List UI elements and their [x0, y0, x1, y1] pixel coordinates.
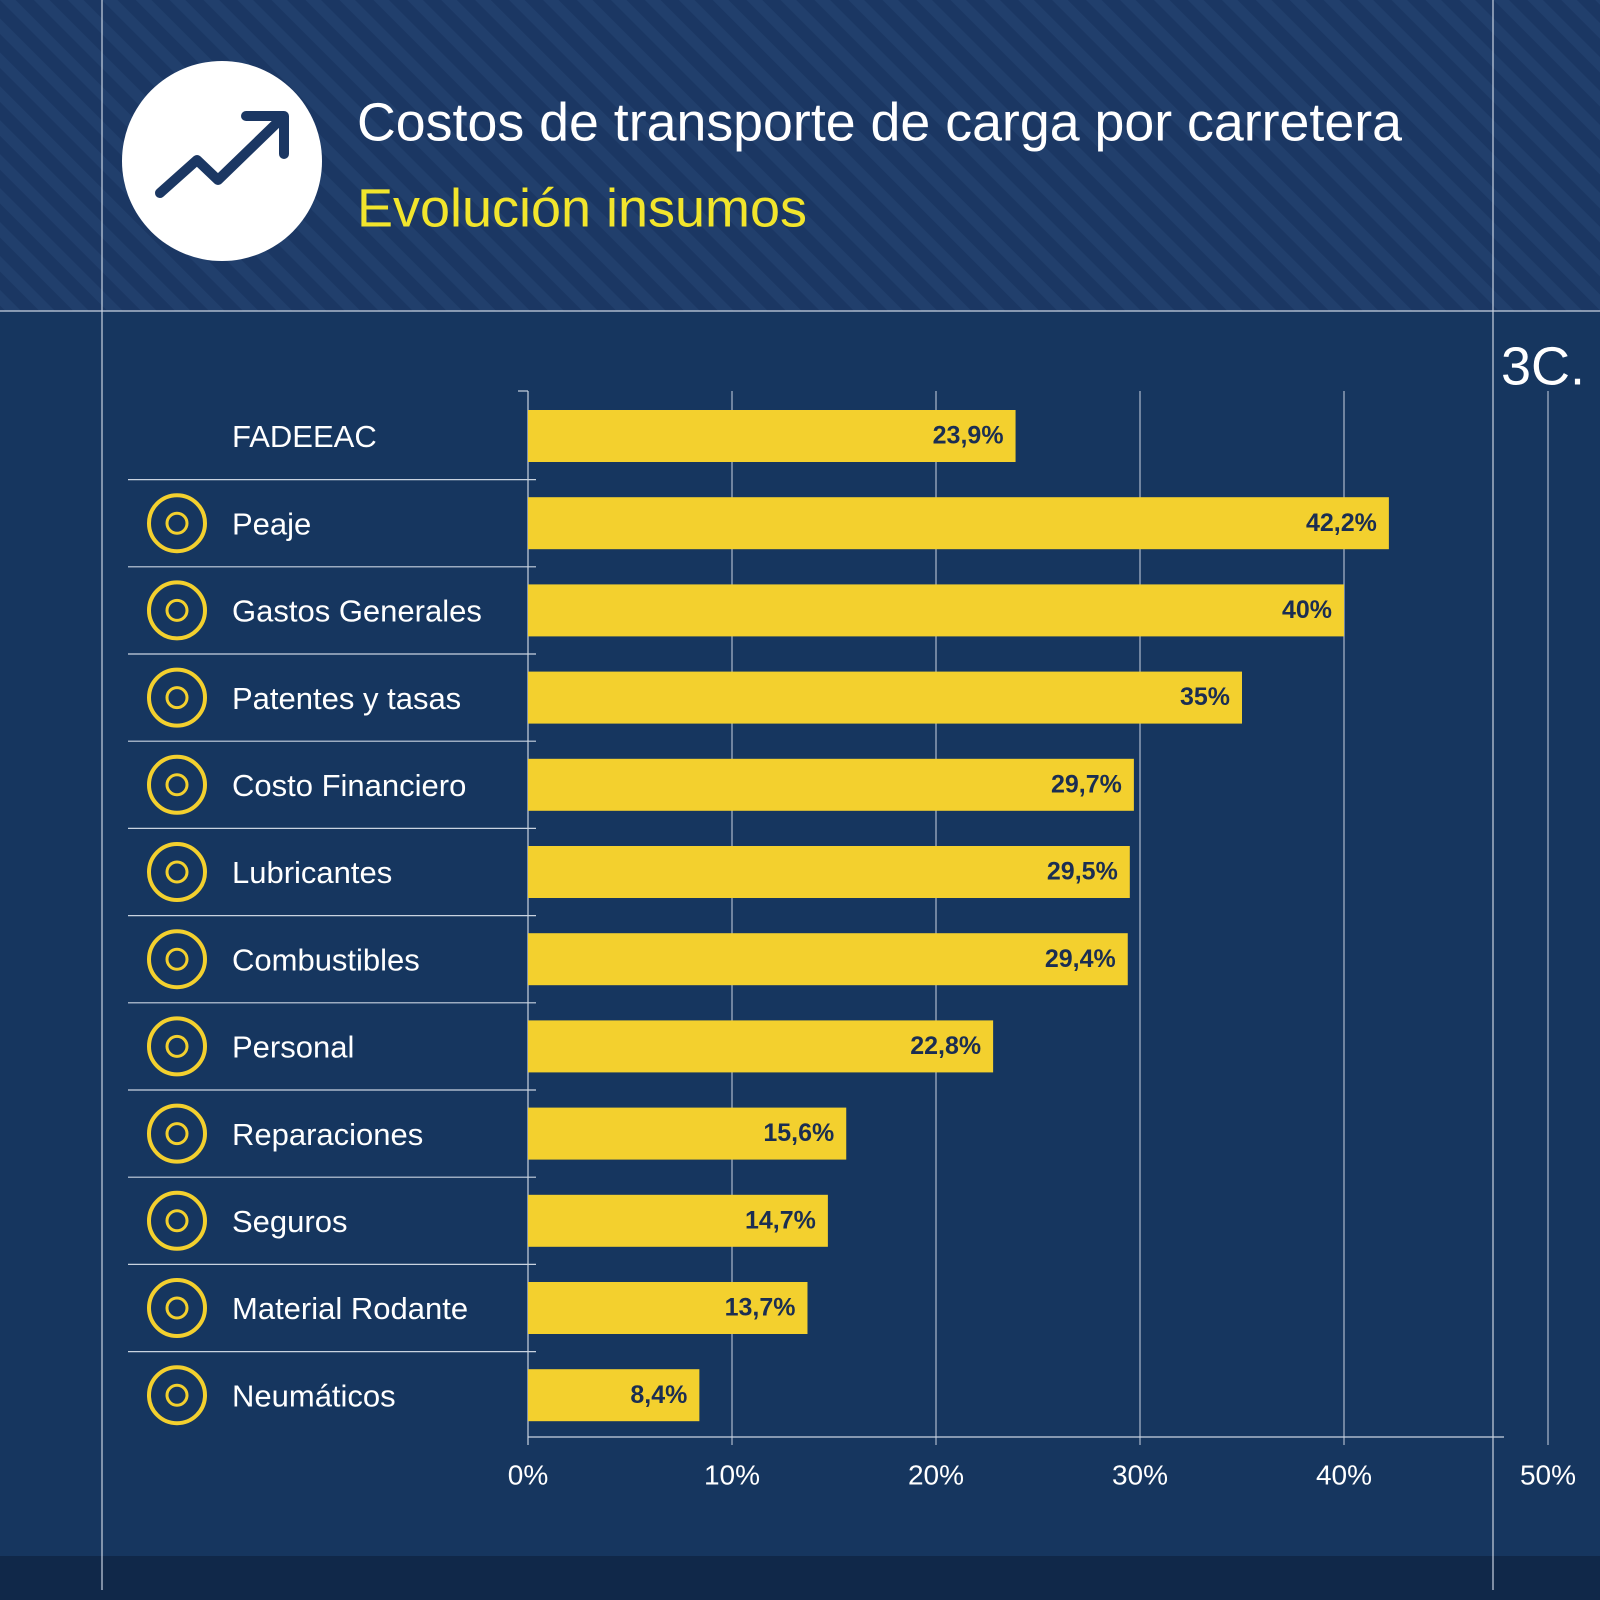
category-icon — [147, 754, 207, 815]
bar — [528, 1020, 994, 1073]
bar — [528, 671, 1242, 724]
x-tick-label: 40% — [1316, 1459, 1372, 1490]
category-label: Costo Financiero — [232, 768, 466, 803]
category-icon — [147, 667, 207, 728]
category-label: Peaje — [232, 506, 311, 541]
category-icon-dot — [165, 1034, 189, 1058]
value-label: 14,7% — [745, 1206, 816, 1234]
bar — [528, 1369, 700, 1422]
bar — [528, 758, 1134, 811]
bar — [528, 410, 1016, 462]
category-icon — [147, 580, 207, 641]
x-tick-label: 0% — [508, 1459, 548, 1490]
category-icon-dot — [165, 773, 189, 797]
value-label: 8,4% — [630, 1381, 687, 1409]
x-tick-label: 50% — [1520, 1459, 1576, 1490]
x-tick-label: 20% — [908, 1459, 964, 1490]
footer-band — [0, 1556, 1600, 1600]
value-label: 23,9% — [933, 422, 1004, 450]
category-label: Reparaciones — [232, 1117, 423, 1152]
category-label: FADEEAC — [232, 419, 377, 454]
x-tick-label: 10% — [704, 1459, 760, 1490]
category-icon — [147, 1190, 207, 1251]
category-label: Material Rodante — [232, 1291, 468, 1326]
category-icon — [147, 1278, 207, 1338]
value-label: 22,8% — [910, 1032, 981, 1060]
value-label: 29,5% — [1047, 858, 1118, 886]
trend-arrow — [155, 111, 289, 198]
bar — [528, 497, 1389, 550]
category-icon — [147, 493, 207, 554]
category-icon-dot — [165, 1296, 189, 1320]
category-label: Neumáticos — [232, 1378, 396, 1413]
category-label: Combustibles — [232, 942, 420, 977]
bar — [528, 1194, 828, 1247]
value-label: 15,6% — [763, 1119, 834, 1147]
category-icon-dot — [165, 860, 189, 884]
category-label: Lubricantes — [232, 855, 392, 890]
value-label: 35% — [1180, 683, 1230, 711]
category-icon-dot — [165, 1383, 189, 1407]
value-label: 42,2% — [1306, 509, 1377, 537]
category-icon-dot — [165, 598, 189, 622]
category-label: Gastos Generales — [232, 594, 482, 629]
category-label: Personal — [232, 1030, 354, 1065]
header-icon — [122, 61, 322, 261]
annotation: 3C. — [1501, 336, 1585, 396]
category-icon-dot — [165, 947, 189, 971]
category-label: Patentes y tasas — [232, 681, 461, 716]
chart-subtitle: Evolución insumos — [357, 178, 807, 238]
category-icon — [147, 1365, 207, 1426]
category-icon — [147, 929, 207, 990]
category-icon — [147, 842, 207, 902]
value-label: 40% — [1282, 596, 1332, 624]
category-icon-dot — [165, 511, 189, 535]
value-label: 13,7% — [725, 1294, 796, 1322]
bar — [528, 1282, 808, 1334]
bar — [528, 584, 1344, 637]
category-icon-dot — [165, 686, 189, 710]
bar — [528, 846, 1130, 898]
x-tick-label: 30% — [1112, 1459, 1168, 1490]
category-icon — [147, 1016, 207, 1077]
value-label: 29,7% — [1051, 770, 1122, 798]
category-icon-dot — [165, 1209, 189, 1233]
category-label: Seguros — [232, 1204, 347, 1239]
category-icon-dot — [165, 1122, 189, 1146]
bar — [528, 1107, 847, 1160]
chart-title: Costos de transporte de carga por carret… — [357, 92, 1403, 152]
bar — [528, 933, 1128, 986]
category-icon — [147, 1103, 207, 1164]
value-label: 29,4% — [1045, 945, 1116, 973]
